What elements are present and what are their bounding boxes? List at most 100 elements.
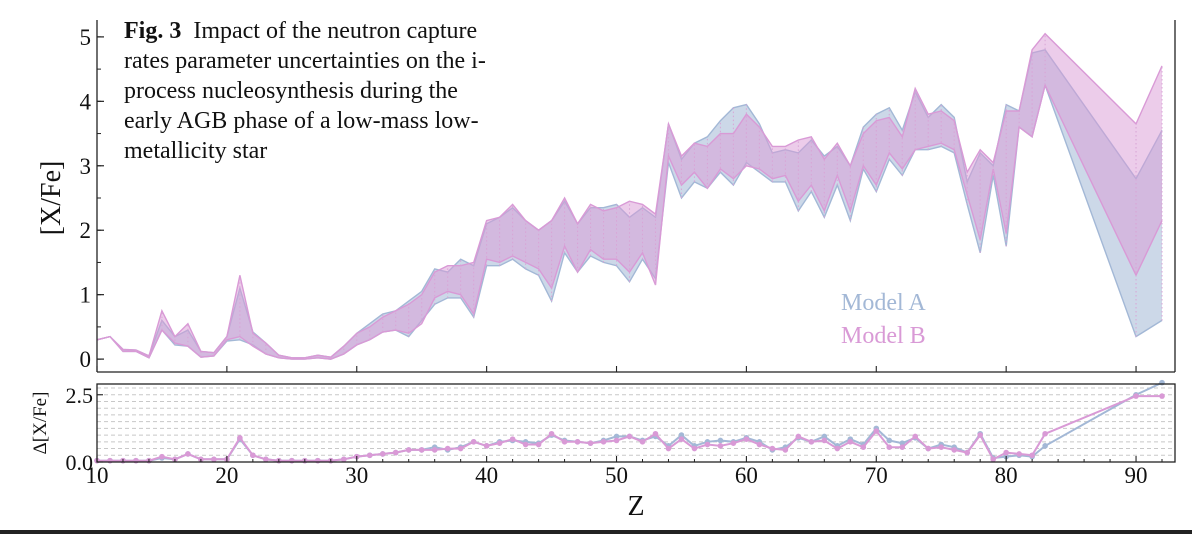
bottom-xtick-label: 60 <box>735 463 758 488</box>
delta-point <box>613 437 620 444</box>
bottom-xtick-label: 80 <box>995 463 1018 488</box>
legend-model-b: Model B <box>841 323 926 349</box>
delta-point <box>847 439 854 445</box>
delta-point <box>652 430 659 437</box>
delta-point <box>834 445 841 452</box>
bottom-xtick-label: 10 <box>86 463 109 488</box>
bottom-xtick-label: 20 <box>215 463 238 488</box>
delta-point <box>821 433 828 440</box>
delta-point <box>392 449 399 456</box>
delta-point <box>665 445 672 452</box>
delta-point <box>405 447 412 453</box>
top-ytick-label: 3 <box>80 154 92 179</box>
delta-point <box>730 440 737 446</box>
delta-point <box>185 451 191 457</box>
delta-point <box>808 439 815 445</box>
delta-point <box>496 440 503 446</box>
delta-point <box>535 441 542 448</box>
delta-point <box>509 436 516 442</box>
delta-point <box>1133 393 1139 399</box>
delta-point <box>457 445 464 452</box>
figure-caption-text: Impact of the neutron capture rates para… <box>124 18 486 164</box>
delta-point <box>795 433 802 440</box>
top-ytick-label: 4 <box>80 89 92 114</box>
band-lower-edge <box>96 83 1163 360</box>
delta-point <box>1042 430 1048 437</box>
delta-point <box>977 432 983 438</box>
bottom-ytick-label: 2.5 <box>66 383 94 408</box>
top-ytick-label: 0 <box>80 347 92 372</box>
legend-model-a: Model A <box>841 290 926 316</box>
delta-point <box>899 444 906 451</box>
delta-point <box>691 445 698 452</box>
delta-point <box>717 443 724 449</box>
delta-point <box>743 436 750 442</box>
bottom-xlabel: Z <box>627 491 644 522</box>
delta-point <box>678 436 685 442</box>
delta-point <box>886 444 893 451</box>
delta-point <box>250 452 256 459</box>
delta-point <box>678 432 685 438</box>
bottom-panel-grid <box>97 387 1175 456</box>
delta-point <box>600 439 607 445</box>
bottom-frame <box>96 383 1176 463</box>
delta-point <box>1159 393 1165 399</box>
delta-point <box>483 443 490 449</box>
delta-point <box>444 445 451 452</box>
delta-point <box>769 445 776 452</box>
delta-point <box>1042 443 1048 449</box>
delta-point <box>418 447 425 453</box>
top-ylabel: [X/Fe] <box>36 161 67 236</box>
delta-point <box>587 440 594 446</box>
delta-point <box>470 439 477 445</box>
top-panel-axes: 0 1 2 3 4 5 [X/Fe] <box>36 20 1176 373</box>
delta-point <box>522 441 529 448</box>
bottom-xtick-label: 40 <box>475 463 498 488</box>
delta-point <box>782 447 789 453</box>
bottom-xtick-label: 70 <box>865 463 888 488</box>
delta-point <box>860 444 867 451</box>
top-ytick-label: 2 <box>80 218 92 243</box>
bottom-xtick-label: 30 <box>345 463 368 488</box>
bottom-xtick-label: 90 <box>1125 463 1148 488</box>
delta-point <box>561 439 568 445</box>
delta-point <box>263 456 269 463</box>
delta-point <box>990 456 996 463</box>
delta-point <box>159 453 165 460</box>
figure-label: Fig. 3 <box>124 18 182 44</box>
delta-point <box>964 449 970 456</box>
delta-point <box>379 451 386 457</box>
delta-point <box>639 439 646 445</box>
delta-point <box>704 441 711 448</box>
delta-point <box>613 433 620 440</box>
bottom-ytick-label: 0.0 <box>66 450 94 475</box>
delta-point <box>548 430 555 437</box>
delta-point <box>821 437 828 444</box>
delta-point <box>1016 451 1022 457</box>
delta-point <box>574 439 581 445</box>
top-ytick-label: 1 <box>80 283 92 308</box>
bottom-xtick-label: 50 <box>605 463 628 488</box>
delta-point <box>717 437 724 444</box>
delta-point <box>873 428 880 434</box>
delta-point <box>237 434 243 441</box>
delta-point <box>886 437 893 444</box>
bottom-ylabel: Δ[X/Fe] <box>30 392 51 455</box>
delta-point <box>756 441 763 448</box>
delta-point <box>938 444 945 451</box>
top-panel-bands <box>96 32 1163 360</box>
delta-point <box>366 452 373 459</box>
top-ytick-label: 5 <box>80 25 92 50</box>
delta-point <box>1003 449 1009 456</box>
band-upper-edge <box>96 32 1163 359</box>
delta-point <box>899 440 906 446</box>
delta-line-model-b <box>97 395 1162 462</box>
delta-point <box>1029 452 1035 459</box>
figure-caption: Fig. 3 Impact of the neutron capture rat… <box>124 16 504 166</box>
bottom-panel-axes: 10 20 30 40 50 60 70 80 90 0.0 2.5 Δ[X/Fe] Z <box>30 383 1176 522</box>
bottom-border <box>0 530 1192 534</box>
band-model-b <box>97 33 1162 360</box>
delta-point <box>925 445 932 452</box>
delta-point <box>431 447 438 453</box>
